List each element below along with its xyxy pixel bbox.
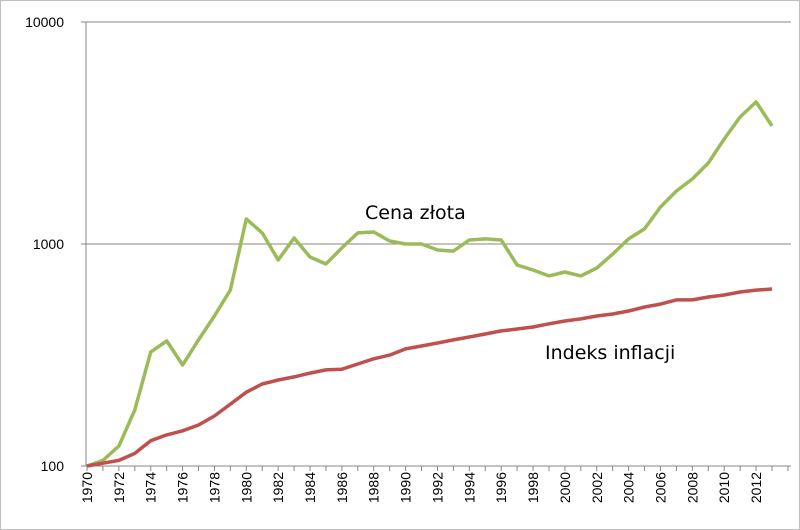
y-tick-labels: 100 1000 10000 bbox=[25, 14, 64, 474]
x-tick-label: 1996 bbox=[493, 472, 509, 503]
x-tick-labels: 1970 1972 1974 1976 1978 1980 1982 1984 1986 1988… bbox=[79, 472, 764, 503]
x-tick-label: 1982 bbox=[270, 472, 286, 503]
x-tick-label: 1972 bbox=[111, 472, 127, 503]
y-tick-label: 100 bbox=[41, 458, 65, 474]
x-tick-label: 1978 bbox=[206, 472, 222, 503]
series-line-gold-price bbox=[86, 100, 774, 468]
axes bbox=[81, 21, 791, 471]
x-tick-label: 2010 bbox=[716, 472, 732, 503]
x-tick-label: 2002 bbox=[589, 472, 605, 503]
x-tick-label: 1992 bbox=[429, 472, 445, 503]
gridlines bbox=[86, 21, 791, 245]
y-tick-label: 10000 bbox=[25, 14, 64, 30]
x-tick-label: 1990 bbox=[398, 472, 414, 503]
x-tick-label: 1974 bbox=[143, 472, 159, 503]
x-tick-label: 1986 bbox=[334, 472, 350, 503]
x-tick-label: 1984 bbox=[302, 472, 318, 503]
x-tick-label: 2008 bbox=[684, 472, 700, 503]
x-tick-label: 1976 bbox=[175, 472, 191, 503]
x-tick-label: 2006 bbox=[652, 472, 668, 503]
series-line-inflation-index bbox=[86, 287, 773, 468]
x-tick-label: 2000 bbox=[557, 472, 573, 503]
x-tick-label: 1998 bbox=[525, 472, 541, 503]
series-label-inflation-index: Indeks inflacji bbox=[545, 342, 675, 364]
x-tick-label: 1994 bbox=[461, 472, 477, 503]
x-tick-label: 2012 bbox=[748, 472, 764, 503]
x-tick-label: 2004 bbox=[621, 472, 637, 503]
x-tick-label: 1980 bbox=[238, 472, 254, 503]
series-lines bbox=[86, 100, 774, 468]
x-tick-label: 1988 bbox=[366, 472, 382, 503]
y-tick-label: 1000 bbox=[33, 236, 64, 252]
series-label-gold-price: Cena złota bbox=[365, 202, 466, 224]
x-tick-label: 1970 bbox=[79, 472, 95, 503]
